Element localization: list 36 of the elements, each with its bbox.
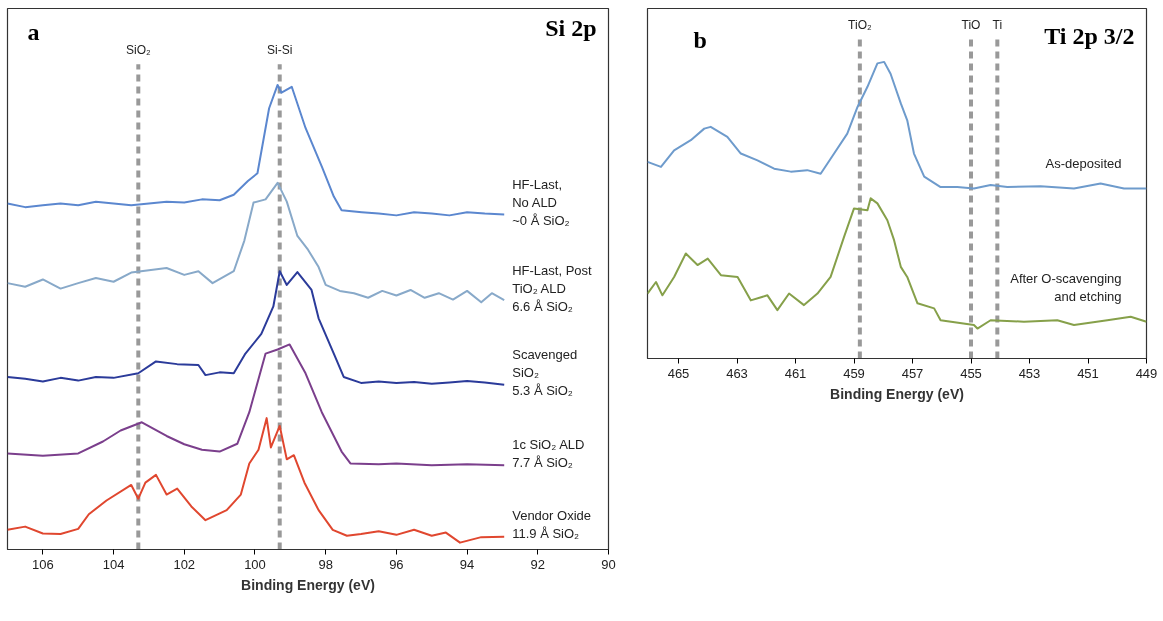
x-tick-label: 104 xyxy=(102,556,125,572)
x-axis-title: Binding Energy (eV) xyxy=(241,576,375,593)
x-tick-label: 451 xyxy=(1077,365,1099,381)
ref-line-label: SiO₂ xyxy=(125,43,151,58)
chart-title: Si 2p xyxy=(545,14,597,41)
series-label: Scavenged SiO₂ 5.3 Å SiO₂ xyxy=(512,347,578,399)
x-tick-label: 106 xyxy=(32,556,54,572)
x-tick-label: 96 xyxy=(389,556,404,572)
ref-line-label: Si-Si xyxy=(267,43,293,58)
x-tick-label: 465 xyxy=(667,365,690,381)
x-tick-label: 102 xyxy=(173,556,196,572)
chart-title: Ti 2p 3/2 xyxy=(1044,22,1135,49)
text: b xyxy=(693,26,707,53)
x-tick-label: 92 xyxy=(530,556,546,572)
series-label: 1c SiO₂ ALD 7.7 Å SiO₂ xyxy=(512,436,585,470)
x-axis-title: Binding Energy (eV) xyxy=(830,385,964,402)
x-tick-label: 94 xyxy=(459,556,475,572)
ref-line-label: TiO₂ xyxy=(848,18,872,33)
series-label: HF-Last, No ALD ~0 Å SiO₂ xyxy=(512,176,570,228)
x-tick-label: 90 xyxy=(601,556,616,572)
ref-line-label: Ti xyxy=(992,18,1003,33)
series-label: Vendor Oxide 11.9 Å SiO₂ xyxy=(512,508,591,542)
ref-line-label: TiO xyxy=(961,18,981,33)
series-label: After O-scavenging and etching xyxy=(1010,270,1122,304)
series-label: As-deposited xyxy=(1045,155,1122,171)
x-tick-label: 449 xyxy=(1135,365,1158,381)
x-tick-label: 459 xyxy=(843,365,865,381)
x-tick-label: 453 xyxy=(1018,365,1041,381)
x-tick-label: 455 xyxy=(960,365,982,381)
x-tick-label: 100 xyxy=(244,556,266,572)
series-label: HF-Last, Post TiO₂ ALD 6.6 Å SiO₂ xyxy=(512,262,593,314)
x-tick-label: 463 xyxy=(726,365,748,381)
x-tick-label: 457 xyxy=(901,365,924,381)
x-tick-label: 98 xyxy=(318,556,333,572)
text: a xyxy=(27,18,40,45)
x-tick-label: 461 xyxy=(784,365,807,381)
